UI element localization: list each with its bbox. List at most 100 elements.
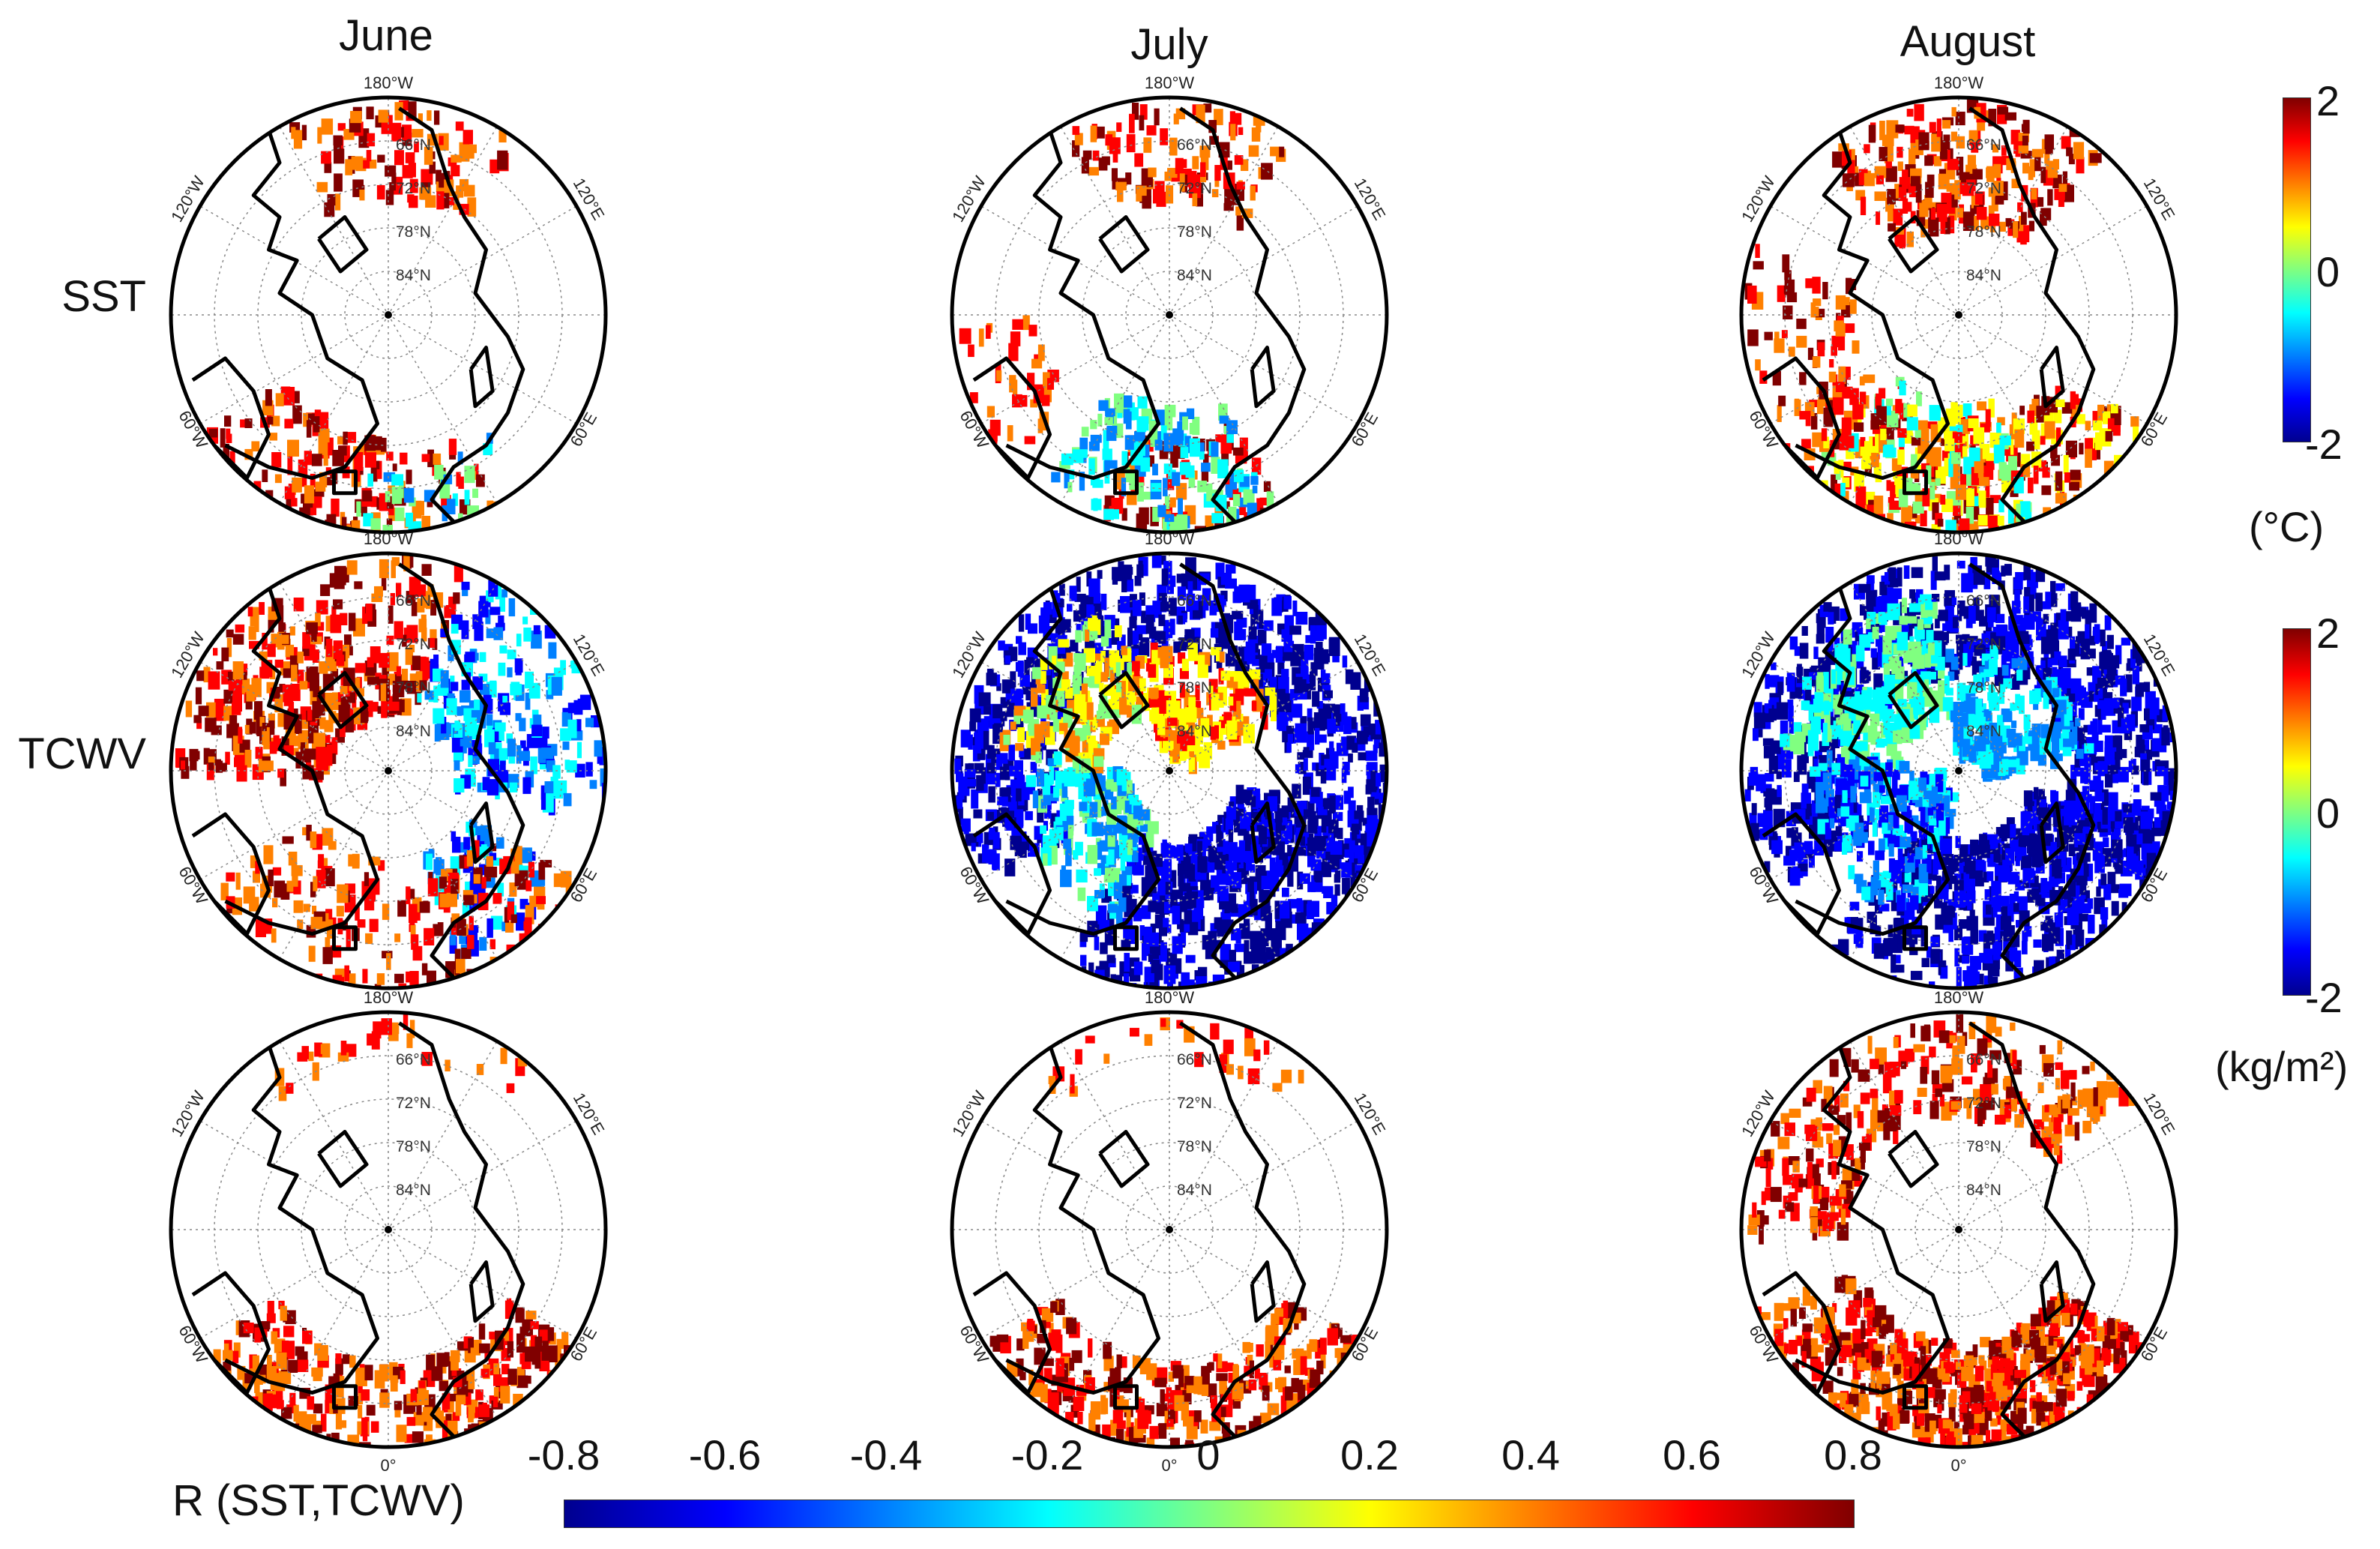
north-pole-dot: [385, 1226, 392, 1233]
coastlines: [972, 1021, 1307, 1438]
map-frame: [169, 551, 608, 990]
latitude-label: 84°N: [396, 267, 431, 284]
latitude-label: 72°N: [1177, 636, 1212, 653]
latitude-label: 78°N: [1177, 1138, 1212, 1155]
latitude-label: 72°N: [1966, 636, 2001, 653]
latitude-label: 72°N: [1966, 180, 2001, 197]
r-colorbar: [564, 1500, 1855, 1528]
latitude-label: 72°N: [396, 636, 431, 653]
r-colorbar-tick: -0.2: [1010, 1431, 1084, 1479]
r-colorbar-tick: 0.8: [1824, 1431, 1882, 1479]
longitude-label: 0°: [380, 1456, 396, 1475]
latitude-label: 84°N: [1966, 723, 2001, 740]
map-frame: [169, 95, 608, 535]
coastlines: [1762, 1021, 2096, 1438]
tcwv-colorbar-min: -2: [2305, 974, 2343, 1021]
latitude-label: 72°N: [1966, 1095, 2001, 1112]
latitude-label: 78°N: [1966, 223, 2001, 241]
latitude-label: 66°N: [396, 1051, 431, 1068]
coastlines: [1762, 562, 2096, 979]
latitude-label: 78°N: [1966, 679, 2001, 697]
latitude-label: 84°N: [1177, 1182, 1212, 1199]
map-data-pixels: [989, 1017, 1367, 1447]
coastlines: [191, 106, 525, 523]
longitude-label: 180°W: [1145, 529, 1195, 548]
north-pole-dot: [1955, 1226, 1962, 1233]
tcwv-colorbar: [2283, 628, 2311, 996]
sst-colorbar-min: -2: [2305, 421, 2343, 468]
latitude-label: 72°N: [396, 1095, 431, 1112]
sst-colorbar-unit: (°C): [2249, 503, 2325, 550]
north-pole-dot: [1166, 767, 1173, 774]
r-colorbar-tick: -0.8: [527, 1431, 600, 1479]
map-frame: [1739, 95, 2178, 535]
map-frame: [950, 1010, 1389, 1449]
sst-colorbar-max: 2: [2316, 77, 2340, 124]
longitude-label: 0°: [1950, 1456, 1966, 1475]
latitude-label: 66°N: [1177, 1051, 1212, 1068]
tcwv-colorbar-mid: 0: [2316, 789, 2340, 837]
row-label-sst: SST: [61, 272, 146, 321]
latitude-label: 66°N: [396, 592, 431, 610]
coastlines: [972, 562, 1307, 979]
r-colorbar-tick: 0.4: [1501, 1431, 1560, 1479]
latitude-label: 84°N: [1177, 723, 1212, 740]
map-frame: [1739, 1010, 2178, 1449]
latitude-label: 84°N: [396, 723, 431, 740]
north-pole-dot: [1955, 767, 1962, 774]
r-colorbar-tick: 0: [1196, 1431, 1220, 1479]
longitude-label: 180°W: [1934, 529, 1984, 548]
north-pole-dot: [385, 767, 392, 774]
longitude-label: 180°W: [1145, 988, 1195, 1007]
north-pole-dot: [385, 311, 392, 319]
longitude-label: 180°W: [1934, 73, 1984, 92]
tcwv-colorbar-max: 2: [2316, 610, 2340, 657]
longitude-label: 180°W: [364, 988, 414, 1007]
latitude-label: 66°N: [1966, 136, 2001, 154]
r-colorbar-tick: -0.6: [688, 1431, 762, 1479]
longitude-label: 180°W: [1934, 988, 1984, 1007]
sst-colorbar: [2283, 97, 2311, 442]
coastlines: [1762, 106, 2096, 523]
r-colorbar-label: R (SST,TCWV): [172, 1476, 465, 1525]
latitude-label: 84°N: [1966, 267, 2001, 284]
latitude-label: 66°N: [1177, 592, 1212, 610]
latitude-label: 72°N: [1177, 1095, 1212, 1112]
north-pole-dot: [1166, 1226, 1173, 1233]
map-data-pixels: [175, 553, 606, 988]
latitude-label: 66°N: [1177, 136, 1212, 154]
longitude-label: 180°W: [1145, 73, 1195, 92]
latitude-label: 78°N: [1177, 679, 1212, 697]
latitude-label: 66°N: [396, 136, 431, 154]
column-title-august: August: [1900, 17, 2036, 66]
map-frame: [950, 551, 1389, 990]
latitude-label: 78°N: [396, 223, 431, 241]
r-colorbar-tick: -0.4: [849, 1431, 923, 1479]
r-colorbar-tick: 0.2: [1340, 1431, 1399, 1479]
latitude-label: 72°N: [1177, 180, 1212, 197]
longitude-label: 180°W: [364, 73, 414, 92]
coastlines: [191, 562, 525, 979]
longitude-label: 180°W: [364, 529, 414, 548]
tcwv-colorbar-unit: (kg/m²): [2215, 1043, 2349, 1090]
latitude-label: 72°N: [396, 180, 431, 197]
latitude-label: 84°N: [396, 1182, 431, 1199]
coastlines: [972, 106, 1307, 523]
latitude-label: 78°N: [396, 1138, 431, 1155]
latitude-label: 84°N: [1177, 267, 1212, 284]
latitude-label: 66°N: [1966, 592, 2001, 610]
latitude-label: 66°N: [1966, 1051, 2001, 1068]
sst-colorbar-mid: 0: [2316, 248, 2340, 295]
north-pole-dot: [1955, 311, 1962, 319]
map-frame: [950, 95, 1389, 535]
longitude-label: 0°: [1161, 1456, 1177, 1475]
north-pole-dot: [1166, 311, 1173, 319]
latitude-label: 84°N: [1966, 1182, 2001, 1199]
